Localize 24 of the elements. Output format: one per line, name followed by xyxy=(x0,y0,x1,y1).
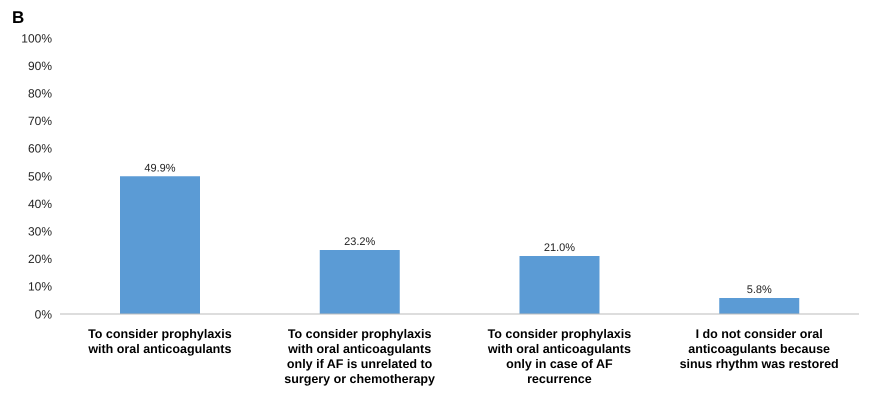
y-tick-label: 90% xyxy=(28,58,52,73)
y-tick-label: 60% xyxy=(28,142,52,156)
x-tick-label: To consider prophylaxis with oral anticoagulants xyxy=(87,327,232,356)
data-label: 5.8% xyxy=(746,284,772,296)
chart-title: B xyxy=(12,8,26,29)
data-label: 23.2% xyxy=(344,236,376,248)
y-tick-label: 50% xyxy=(28,169,52,184)
y-tick-label: 70% xyxy=(28,114,52,128)
x-tick-label: I do not consider oral anticoagulants because sinus rhythm was restored xyxy=(680,327,839,371)
y-tick-label: 20% xyxy=(28,252,52,266)
x-tick-label: To consider prophylaxis with oral anticoagulants only in case of AF recurrence xyxy=(486,327,632,386)
bar xyxy=(320,250,400,314)
y-tick-label: 80% xyxy=(28,86,52,100)
data-label: 49.9% xyxy=(144,162,176,174)
y-tick-label: 0% xyxy=(34,307,52,322)
y-tick-label: 40% xyxy=(28,196,52,211)
bar xyxy=(120,176,200,314)
y-tick-label: 10% xyxy=(28,280,52,294)
y-tick-label: 30% xyxy=(28,224,52,238)
bar xyxy=(520,256,600,314)
y-tick-label: 100% xyxy=(21,31,52,46)
bar xyxy=(719,298,800,314)
x-tick-label: To consider prophylaxis with oral anticoagulants only if AF is unrelated to surgery or chemotherapy xyxy=(284,327,436,386)
data-label: 21.0% xyxy=(544,242,576,254)
